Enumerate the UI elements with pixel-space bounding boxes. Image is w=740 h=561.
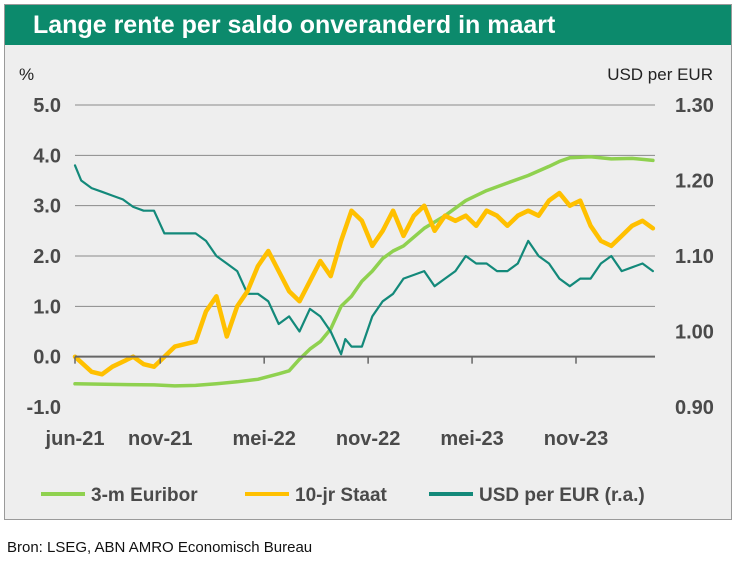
x-tick-label: mei-22 bbox=[232, 428, 295, 450]
left-axis-ticks: -1.0 0.0 1.0 2.0 3.0 4.0 5.0 bbox=[27, 95, 61, 419]
series-line-usd bbox=[73, 164, 655, 356]
x-tick-label: nov-22 bbox=[336, 428, 400, 450]
left-axis-title: % bbox=[19, 65, 34, 84]
right-tick-label: 1.20 bbox=[675, 171, 714, 193]
right-tick-label: 1.10 bbox=[675, 246, 714, 268]
series-line-euribor bbox=[73, 155, 655, 388]
series-layer bbox=[72, 155, 656, 388]
chart-title: Lange rente per saldo onveranderd in maa… bbox=[5, 5, 731, 45]
x-tick-label: mei-23 bbox=[440, 428, 503, 450]
chart-area: % USD per EUR -1.0 0.0 1.0 2.0 3.0 4.0 5.0 0.9… bbox=[19, 65, 714, 506]
legend-label-usd: USD per EUR (r.a.) bbox=[479, 485, 645, 506]
right-tick-label: 0.90 bbox=[675, 397, 714, 419]
right-axis-title: USD per EUR bbox=[607, 65, 713, 84]
legend-label-euribor: 3-m Euribor bbox=[91, 485, 198, 506]
right-tick-label: 1.30 bbox=[675, 95, 714, 117]
left-tick-label: 3.0 bbox=[33, 196, 61, 218]
x-axis-ticks: jun-21 nov-21 mei-22 nov-22 mei-23 nov-23 bbox=[45, 356, 608, 450]
source-note: Bron: LSEG, ABN AMRO Economisch Bureau bbox=[7, 539, 313, 556]
series-line-staat bbox=[72, 190, 656, 377]
left-tick-label: -1.0 bbox=[27, 397, 61, 419]
left-tick-label: 0.0 bbox=[33, 347, 61, 369]
right-tick-label: 1.00 bbox=[675, 322, 714, 344]
legend: 3-m Euribor 10-jr Staat USD per EUR (r.a… bbox=[41, 485, 645, 506]
x-tick-label: jun-21 bbox=[45, 428, 105, 450]
left-tick-label: 4.0 bbox=[33, 145, 61, 167]
left-tick-label: 5.0 bbox=[33, 95, 61, 117]
x-tick-label: nov-21 bbox=[128, 428, 192, 450]
left-tick-label: 2.0 bbox=[33, 246, 61, 268]
chart-panel: Lange rente per saldo onveranderd in maa… bbox=[4, 4, 732, 520]
right-axis-ticks: 0.90 1.00 1.10 1.20 1.30 bbox=[675, 95, 714, 419]
x-tick-label: nov-23 bbox=[544, 428, 608, 450]
grid-lines bbox=[75, 104, 655, 307]
left-tick-label: 1.0 bbox=[33, 296, 61, 318]
legend-label-staat: 10-jr Staat bbox=[295, 485, 388, 506]
